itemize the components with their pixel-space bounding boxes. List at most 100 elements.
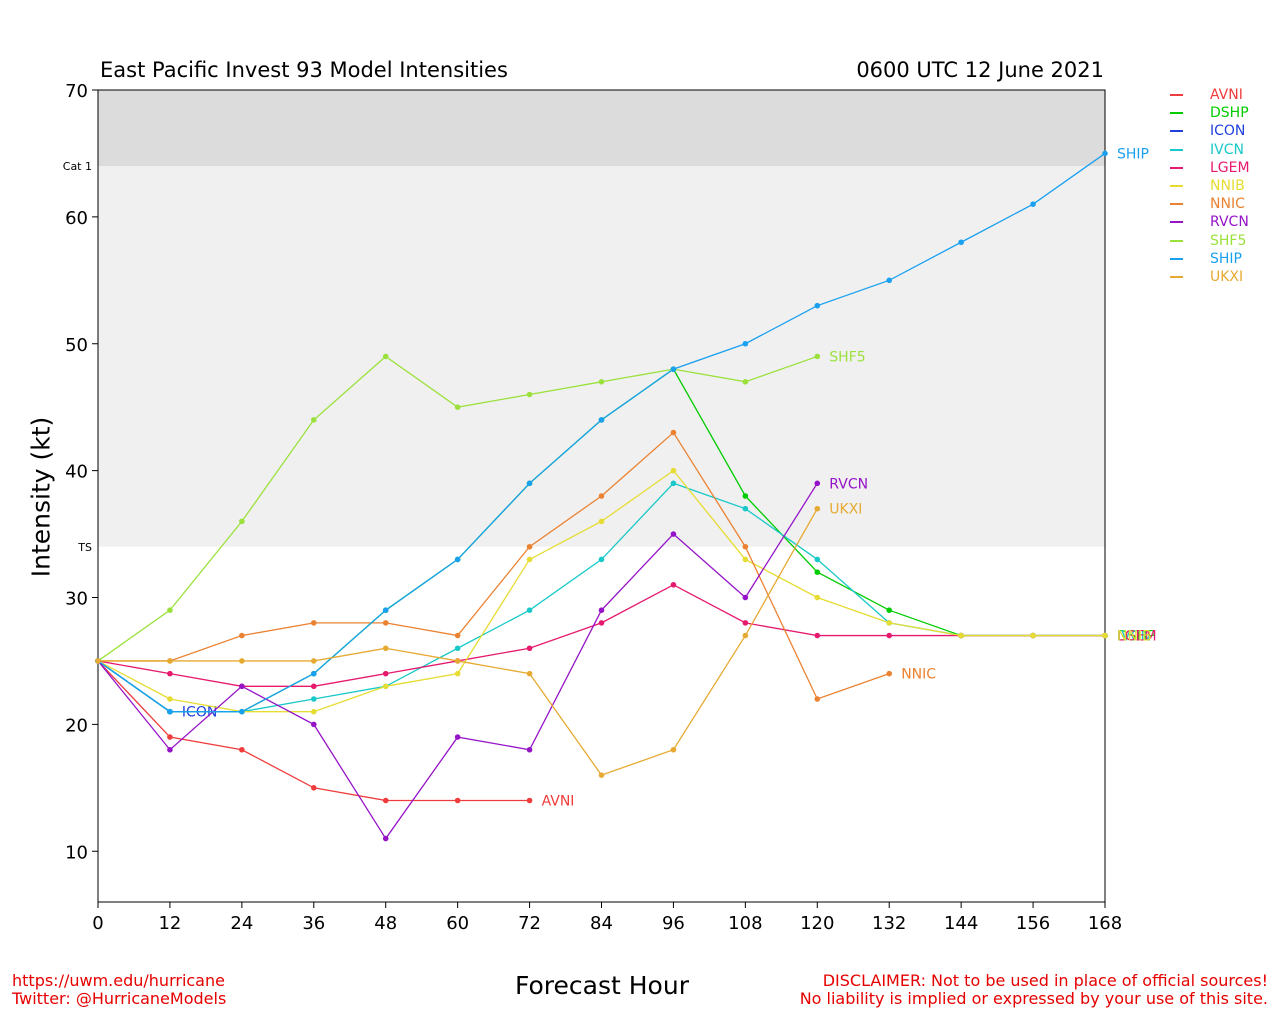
y-tick-label: 10 bbox=[65, 842, 88, 863]
legend-item-ivcn: IVCN bbox=[1170, 141, 1250, 159]
data-point bbox=[886, 620, 893, 626]
data-point bbox=[886, 277, 893, 284]
data-point bbox=[526, 670, 533, 677]
data-point bbox=[742, 543, 749, 550]
legend-swatch bbox=[1170, 130, 1183, 133]
data-point bbox=[310, 721, 317, 728]
data-point bbox=[95, 658, 101, 664]
data-point bbox=[382, 670, 389, 677]
data-point bbox=[167, 708, 173, 715]
series-avni: AVNI bbox=[95, 658, 574, 810]
legend-item-ukxi: UKXI bbox=[1170, 268, 1250, 286]
data-point bbox=[526, 480, 533, 487]
chart-legend: AVNI DSHP ICON IVCN LGEM NNIB NNIC RVCN SHF5 SHIP… bbox=[1170, 86, 1250, 286]
x-tick-label: 84 bbox=[590, 913, 613, 934]
series-end-label: ICON bbox=[182, 705, 217, 721]
data-point bbox=[742, 556, 749, 563]
disclaimer-line-2: No liability is implied or expressed by … bbox=[799, 989, 1268, 1008]
data-point bbox=[958, 239, 964, 246]
data-point bbox=[310, 658, 317, 664]
series-end-label: SHF5 bbox=[829, 349, 865, 365]
footer-url-link[interactable]: https://uwm.edu/hurricane bbox=[12, 971, 225, 990]
data-point bbox=[598, 607, 605, 613]
legend-swatch bbox=[1170, 275, 1183, 278]
legend-label: DSHP bbox=[1210, 105, 1249, 122]
y-tick-label: 60 bbox=[65, 208, 88, 229]
band-label: TS bbox=[77, 541, 92, 554]
data-point bbox=[382, 620, 389, 626]
data-point bbox=[310, 785, 317, 791]
x-tick-label: 24 bbox=[230, 913, 253, 934]
legend-label: NNIB bbox=[1210, 178, 1245, 195]
footer-twitter-handle[interactable]: Twitter: @HurricaneModels bbox=[12, 989, 227, 1008]
data-point bbox=[454, 645, 461, 652]
y-tick-label: 30 bbox=[65, 589, 88, 610]
data-point bbox=[958, 632, 964, 639]
series-lgem: LGEM bbox=[95, 582, 1157, 690]
data-point bbox=[1030, 201, 1036, 207]
data-point bbox=[742, 493, 749, 499]
legend-swatch bbox=[1170, 148, 1183, 151]
data-point bbox=[167, 670, 173, 677]
data-point bbox=[670, 582, 677, 588]
data-point bbox=[310, 696, 317, 702]
legend-swatch bbox=[1170, 94, 1183, 97]
x-axis-label: Forecast Hour bbox=[515, 971, 689, 1000]
data-point bbox=[239, 708, 245, 715]
data-point bbox=[454, 632, 461, 639]
series-end-label: IVCN bbox=[1117, 629, 1151, 645]
data-point bbox=[1102, 632, 1108, 639]
data-point bbox=[814, 569, 821, 575]
data-point bbox=[742, 505, 749, 512]
data-point bbox=[814, 556, 821, 563]
legend-item-avni: AVNI bbox=[1170, 86, 1250, 104]
data-point bbox=[454, 658, 461, 664]
legend-swatch bbox=[1170, 166, 1183, 169]
data-point bbox=[382, 353, 389, 360]
series-ukxi: UKXI bbox=[95, 502, 862, 778]
data-point bbox=[598, 417, 605, 423]
x-tick-label: 120 bbox=[800, 913, 834, 934]
series-end-label: SHIP bbox=[1117, 146, 1149, 162]
data-point bbox=[454, 404, 461, 410]
legend-label: SHF5 bbox=[1210, 232, 1247, 249]
data-point bbox=[382, 797, 389, 804]
series-shf5: SHF5 bbox=[95, 349, 866, 664]
x-tick-label: 48 bbox=[374, 913, 397, 934]
footer-disclaimer: DISCLAIMER: Not to be used in place of o… bbox=[800, 972, 1268, 1008]
x-tick-label: 12 bbox=[158, 913, 181, 934]
x-tick-label: 144 bbox=[944, 913, 978, 934]
series-end-label: NNIC bbox=[901, 667, 936, 683]
x-tick-label: 60 bbox=[446, 913, 469, 934]
data-point bbox=[526, 391, 533, 398]
legend-label: SHIP bbox=[1210, 250, 1242, 267]
legend-swatch bbox=[1170, 239, 1183, 242]
y-tick-label: 40 bbox=[65, 462, 88, 483]
x-tick-label: 0 bbox=[92, 913, 103, 934]
data-point bbox=[167, 658, 173, 664]
data-point bbox=[670, 531, 677, 537]
legend-item-lgem: LGEM bbox=[1170, 159, 1250, 177]
legend-label: RVCN bbox=[1210, 214, 1249, 231]
series-end-label: NNIB bbox=[1117, 629, 1152, 645]
data-point bbox=[1102, 150, 1108, 157]
data-point bbox=[670, 480, 677, 487]
band-1 bbox=[98, 90, 1105, 167]
data-point bbox=[382, 645, 389, 652]
data-point bbox=[670, 366, 677, 372]
series-ship: SHIP bbox=[95, 146, 1149, 715]
data-point bbox=[598, 518, 605, 525]
data-point bbox=[814, 632, 821, 639]
series-end-label: RVCN bbox=[829, 476, 868, 492]
data-point bbox=[598, 772, 605, 778]
data-point bbox=[742, 594, 749, 601]
data-point bbox=[742, 340, 749, 347]
legend-item-ship: SHIP bbox=[1170, 250, 1250, 268]
data-point bbox=[526, 797, 533, 804]
legend-label: ICON bbox=[1210, 123, 1246, 140]
data-point bbox=[598, 620, 605, 626]
data-point bbox=[814, 302, 821, 309]
data-point bbox=[886, 632, 893, 639]
band-0 bbox=[98, 166, 1105, 547]
data-point bbox=[670, 467, 677, 474]
